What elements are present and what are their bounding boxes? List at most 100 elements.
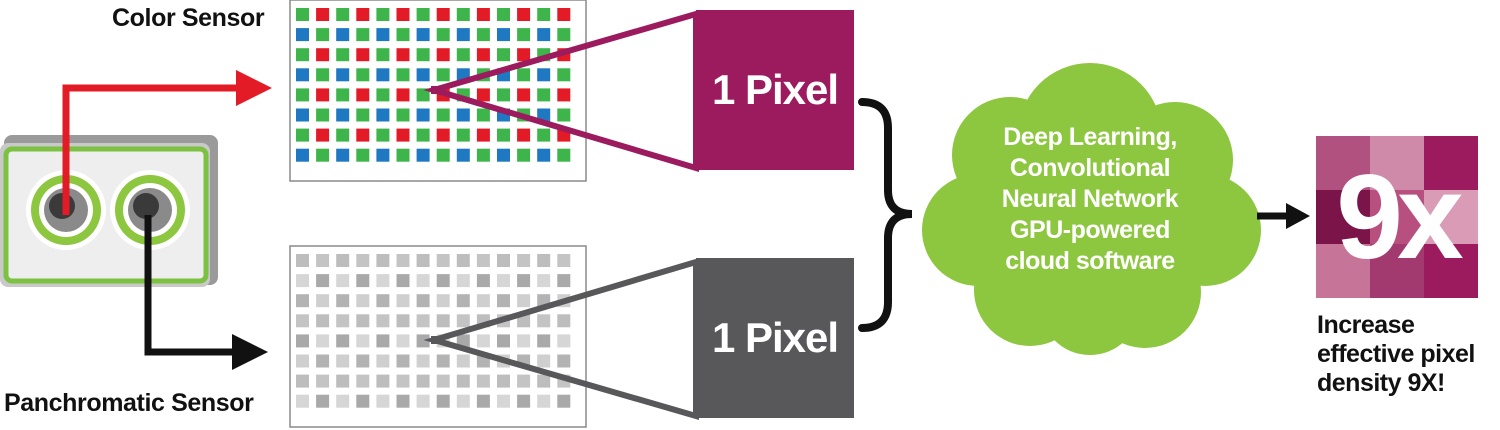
color-pixel-label: 1 Pixel [711, 66, 839, 113]
pan-cell [517, 294, 531, 308]
arrow-right-icon [1257, 203, 1310, 229]
pan-cell [436, 394, 450, 408]
pan-cell [376, 394, 390, 408]
bayer-cell [476, 28, 490, 42]
pan-cell [316, 254, 330, 267]
mosaic-tile [1370, 190, 1424, 244]
bayer-cell [336, 8, 350, 21]
color-pixel-box: 1 Pixel [696, 10, 854, 170]
cloud-line: Convolutional [1009, 154, 1171, 182]
bayer-cell [436, 48, 450, 62]
bayer-cell [436, 28, 450, 42]
pan-cell [336, 314, 350, 328]
pan-cell [557, 254, 571, 267]
pan-cell [557, 314, 571, 328]
pan-cell [316, 334, 330, 348]
bayer-cell [316, 148, 330, 162]
pan-cell [456, 294, 470, 308]
panchromatic-sensor-label: Panchromatic Sensor [4, 389, 254, 417]
pan-cell [537, 254, 551, 267]
bayer-cell [316, 128, 330, 142]
pan-cell [296, 374, 309, 388]
bayer-cell [316, 88, 330, 102]
mosaic-tile [1316, 190, 1370, 244]
bayer-cell [476, 148, 490, 162]
pan-cell [476, 334, 490, 348]
bayer-cell [557, 88, 571, 102]
pan-cell [436, 374, 450, 388]
pan-cell [416, 374, 430, 388]
bayer-cell [517, 148, 531, 162]
bayer-cell [456, 128, 470, 142]
pan-cell [456, 314, 470, 328]
panchromatic-sensor-grid [296, 254, 571, 408]
color-pixel-marker [431, 86, 439, 94]
mosaic-tile [1370, 244, 1424, 298]
bayer-cell [296, 68, 309, 82]
pan-cell [376, 294, 390, 308]
bayer-cell [416, 88, 430, 102]
bayer-cell [336, 128, 350, 142]
bayer-cell [456, 108, 470, 122]
bayer-cell [416, 108, 430, 122]
pan-cell [396, 334, 410, 348]
pan-cell [296, 334, 309, 348]
pan-cell [356, 294, 370, 308]
color-sensor-grid [296, 8, 571, 162]
result-caption-line: Increase [1317, 311, 1415, 339]
pan-cell [356, 354, 370, 368]
bayer-cell [537, 68, 551, 82]
pan-cell [456, 394, 470, 408]
pan-cell [376, 334, 390, 348]
pan-cell [537, 334, 551, 348]
pan-cell [476, 374, 490, 388]
bayer-cell [497, 88, 510, 102]
bayer-cell [537, 28, 551, 42]
pan-cell [517, 334, 531, 348]
bayer-cell [396, 8, 410, 21]
bayer-cell [356, 128, 370, 142]
bayer-cell [356, 8, 370, 21]
pan-cell [296, 294, 309, 308]
pan-cell [436, 294, 450, 308]
pan-cell [316, 294, 330, 308]
bayer-cell [456, 8, 470, 21]
bayer-cell [476, 128, 490, 142]
bayer-cell [416, 28, 430, 42]
pan-pixel-box: 1 Pixel [696, 258, 854, 418]
pan-cell [517, 374, 531, 388]
pan-cell [497, 394, 510, 408]
pan-cell [436, 354, 450, 368]
pan-cell [476, 394, 490, 408]
camera-icon [0, 135, 218, 287]
bayer-cell [356, 48, 370, 62]
pan-cell [376, 274, 390, 288]
mosaic-tile [1316, 244, 1370, 298]
bayer-cell [296, 48, 309, 62]
bayer-cell [316, 48, 330, 62]
bayer-cell [436, 108, 450, 122]
pan-cell [336, 374, 350, 388]
pan-cell [336, 354, 350, 368]
bayer-cell [557, 148, 571, 162]
pan-cell [336, 334, 350, 348]
bayer-cell [416, 128, 430, 142]
black-arrow-icon [144, 215, 268, 370]
bayer-cell [497, 28, 510, 42]
bayer-cell [436, 148, 450, 162]
bayer-cell [376, 8, 390, 21]
bayer-cell [316, 28, 330, 42]
pan-cell [316, 394, 330, 408]
bayer-cell [517, 88, 531, 102]
bayer-cell [336, 48, 350, 62]
cloud-icon [922, 63, 1261, 355]
pan-cell [456, 354, 470, 368]
bayer-cell [456, 28, 470, 42]
result-caption: Increase effective pixel density 9X! [1317, 311, 1497, 398]
pan-cell [356, 394, 370, 408]
bayer-cell [557, 28, 571, 42]
bayer-cell [296, 108, 309, 122]
bayer-cell [436, 128, 450, 142]
pan-cell [356, 254, 370, 267]
